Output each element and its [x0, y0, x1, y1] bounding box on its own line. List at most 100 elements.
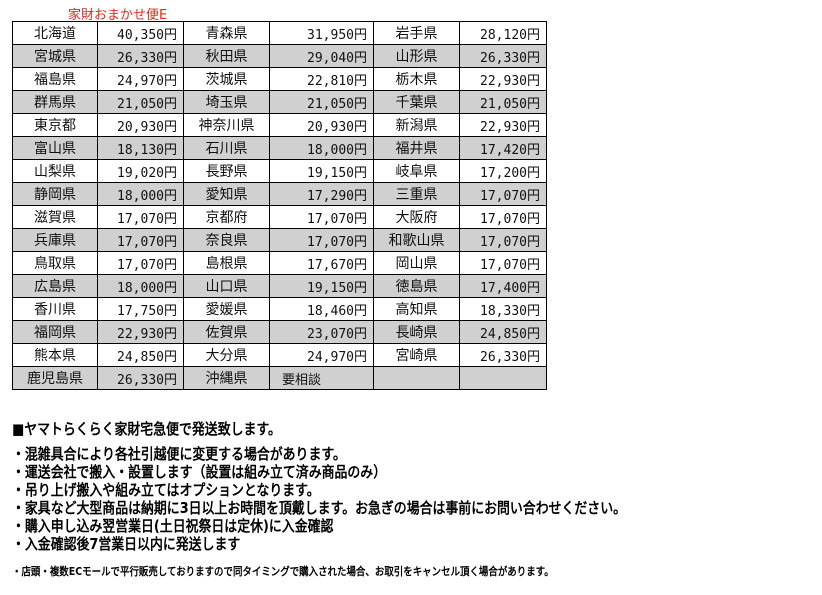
prefecture-cell: 佐賀県 — [183, 320, 270, 344]
price-cell: 17,070円 — [459, 228, 547, 252]
table-row: 北海道 40,350円 青森県 31,950円 岩手県 28,120円 — [12, 21, 547, 45]
prefecture-cell: 香川県 — [12, 297, 98, 321]
price-cell: 18,000円 — [97, 274, 184, 298]
table-row: 東京都 20,930円 神奈川県 20,930円 新潟県 22,930円 — [12, 113, 547, 137]
price-cell: 21,050円 — [97, 90, 184, 114]
prefecture-cell: 沖縄県 — [183, 366, 270, 390]
prefecture-cell: 富山県 — [12, 136, 98, 160]
price-cell: 21,050円 — [269, 90, 374, 114]
prefecture-cell: 岩手県 — [373, 21, 460, 45]
prefecture-cell: 鹿児島県 — [12, 366, 98, 390]
prefecture-cell: 群馬県 — [12, 90, 98, 114]
prefecture-cell: 山口県 — [183, 274, 270, 298]
price-cell: 17,070円 — [459, 251, 547, 275]
price-cell: 24,850円 — [97, 343, 184, 367]
price-cell: 18,130円 — [97, 136, 184, 160]
prefecture-cell: 福島県 — [12, 67, 98, 91]
prefecture-cell: 滋賀県 — [12, 205, 98, 229]
prefecture-cell: 宮崎県 — [373, 343, 460, 367]
price-cell: 17,070円 — [459, 205, 547, 229]
price-cell: 18,330円 — [459, 297, 547, 321]
price-cell: 17,070円 — [97, 228, 184, 252]
prefecture-cell: 三重県 — [373, 182, 460, 206]
price-cell: 18,000円 — [269, 136, 374, 160]
price-cell: 19,150円 — [269, 274, 374, 298]
price-cell: 22,930円 — [459, 113, 547, 137]
price-cell: 17,070円 — [97, 205, 184, 229]
table-row: 福島県 24,970円 茨城県 22,810円 栃木県 22,930円 — [12, 67, 547, 91]
prefecture-cell: 鳥取県 — [12, 251, 98, 275]
price-cell: 18,460円 — [269, 297, 374, 321]
table-row: 兵庫県 17,070円 奈良県 17,070円 和歌山県 17,070円 — [12, 228, 547, 252]
prefecture-cell: 福井県 — [373, 136, 460, 160]
prefecture-cell: 岐阜県 — [373, 159, 460, 183]
price-cell: 17,200円 — [459, 159, 547, 183]
price-cell: 23,070円 — [269, 320, 374, 344]
price-cell: 17,420円 — [459, 136, 547, 160]
prefecture-cell: 石川県 — [183, 136, 270, 160]
prefecture-cell: 山形県 — [373, 44, 460, 68]
table-row: 宮城県 26,330円 秋田県 29,040円 山形県 26,330円 — [12, 44, 547, 68]
table-row: 富山県 18,130円 石川県 18,000円 福井県 17,420円 — [12, 136, 547, 160]
price-cell: 17,290円 — [269, 182, 374, 206]
price-cell: 26,330円 — [459, 343, 547, 367]
notes-heading: ■ヤマトらくらく家財宅急便で発送致します。 — [12, 420, 281, 438]
prefecture-cell: 長崎県 — [373, 320, 460, 344]
price-cell: 24,850円 — [459, 320, 547, 344]
price-cell: 17,070円 — [269, 228, 374, 252]
price-cell: 22,810円 — [269, 67, 374, 91]
prefecture-cell: 愛知県 — [183, 182, 270, 206]
prefecture-cell: 福岡県 — [12, 320, 98, 344]
price-cell: 26,330円 — [97, 366, 184, 390]
price-cell: 24,970円 — [97, 67, 184, 91]
table-row: 群馬県 21,050円 埼玉県 21,050円 千葉県 21,050円 — [12, 90, 547, 114]
prefecture-cell: 和歌山県 — [373, 228, 460, 252]
prefecture-cell: 山梨県 — [12, 159, 98, 183]
prefecture-cell: 東京都 — [12, 113, 98, 137]
price-cell: 21,050円 — [459, 90, 547, 114]
price-cell: 24,970円 — [269, 343, 374, 367]
prefecture-cell: 栃木県 — [373, 67, 460, 91]
table-caption: 家財おまかせ便E — [68, 8, 168, 23]
price-cell: 20,930円 — [269, 113, 374, 137]
prefecture-cell: 徳島県 — [373, 274, 460, 298]
prefecture-cell: 兵庫県 — [12, 228, 98, 252]
prefecture-cell: 埼玉県 — [183, 90, 270, 114]
price-cell: 17,070円 — [269, 205, 374, 229]
prefecture-cell: 奈良県 — [183, 228, 270, 252]
table-row: 鹿児島県 26,330円 沖縄県 要相談 — [12, 366, 547, 390]
prefecture-cell: 熊本県 — [12, 343, 98, 367]
table-row: 香川県 17,750円 愛媛県 18,460円 高知県 18,330円 — [12, 297, 547, 321]
prefecture-cell: 神奈川県 — [183, 113, 270, 137]
prefecture-cell: 高知県 — [373, 297, 460, 321]
price-cell — [459, 366, 547, 390]
price-cell: 17,070円 — [459, 182, 547, 206]
prefecture-cell: 大分県 — [183, 343, 270, 367]
prefecture-cell: 大阪府 — [373, 205, 460, 229]
prefecture-cell: 秋田県 — [183, 44, 270, 68]
price-cell: 20,930円 — [97, 113, 184, 137]
table-row: 福岡県 22,930円 佐賀県 23,070円 長崎県 24,850円 — [12, 320, 547, 344]
note-item: ・家具など大型商品は納期に3日以上お時間を頂戴します。お急ぎの場合は事前にお問い… — [12, 499, 626, 517]
shipping-notes: ■ヤマトらくらく家財宅急便で発送致します。 ・混雑具合により各社引越便に変更する… — [12, 418, 626, 579]
prefecture-cell: 茨城県 — [183, 67, 270, 91]
price-cell: 17,400円 — [459, 274, 547, 298]
table-row: 鳥取県 17,070円 島根県 17,670円 岡山県 17,070円 — [12, 251, 547, 275]
shipping-rate-table: 北海道 40,350円 青森県 31,950円 岩手県 28,120円 宮城県 26,330円… — [12, 21, 547, 390]
note-item: ・購入申し込み翌営業日(土日祝祭日は定休)に入金確認 — [12, 517, 334, 535]
table-row: 熊本県 24,850円 大分県 24,970円 宮崎県 26,330円 — [12, 343, 547, 367]
table-row: 滋賀県 17,070円 京都府 17,070円 大阪府 17,070円 — [12, 205, 547, 229]
prefecture-cell: 千葉県 — [373, 90, 460, 114]
prefecture-cell: 愛媛県 — [183, 297, 270, 321]
price-cell: 19,150円 — [269, 159, 374, 183]
table-row: 山梨県 19,020円 長野県 19,150円 岐阜県 17,200円 — [12, 159, 547, 183]
prefecture-cell: 静岡県 — [12, 182, 98, 206]
prefecture-cell: 島根県 — [183, 251, 270, 275]
prefecture-cell: 青森県 — [183, 21, 270, 45]
price-cell: 22,930円 — [459, 67, 547, 91]
table-row: 広島県 18,000円 山口県 19,150円 徳島県 17,400円 — [12, 274, 547, 298]
price-cell: 18,000円 — [97, 182, 184, 206]
price-cell: 要相談 — [269, 366, 374, 390]
price-cell: 17,750円 — [97, 297, 184, 321]
note-item: ・混雑具合により各社引越便に変更する場合があります。 — [12, 445, 346, 463]
